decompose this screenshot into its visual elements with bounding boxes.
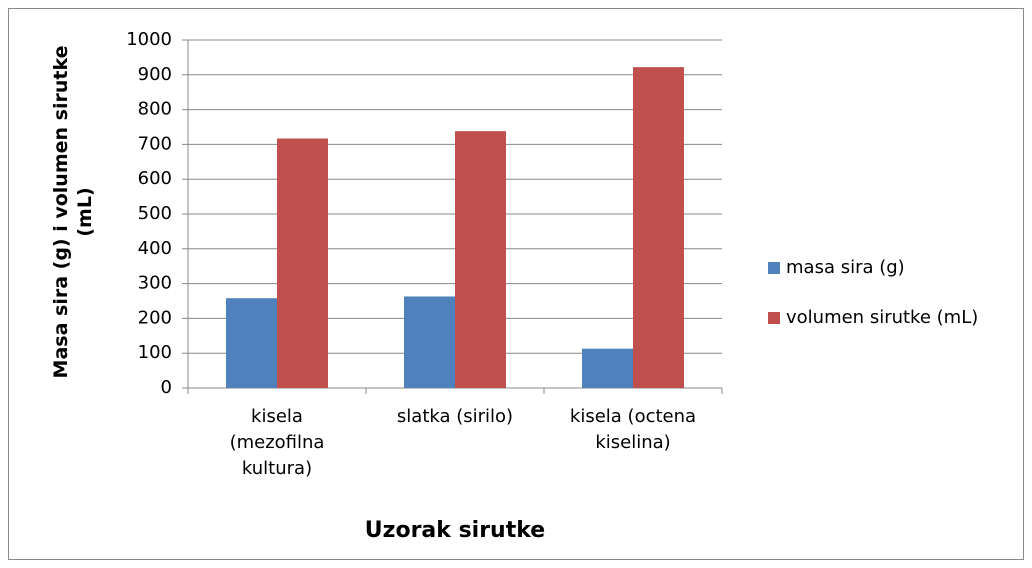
y-tick-label: 0 [161,377,172,398]
x-tick-label-box: kisela (mezofilna kultura) [229,406,325,479]
y-tick-label: 600 [138,168,172,189]
x-axis-title: Uzorak sirutke [365,518,545,543]
x-tick-label-box: slatka (sirilo) [396,406,514,427]
y-tick-label: 800 [138,99,172,120]
y-tick-label: 400 [138,238,172,259]
y-tick-label: 700 [138,133,172,154]
y-tick-label: 300 [138,273,172,294]
legend-swatch [768,262,780,274]
x-tick-label: slatka (sirilo) [396,406,514,427]
legend-label: volumen sirutke (mL) [786,307,978,328]
y-tick-label: 200 [138,307,172,328]
bar [633,67,684,389]
legend-swatch [768,312,780,324]
y-tick-label: 900 [138,64,172,85]
bar [277,138,328,388]
bar [226,298,277,388]
x-tick-label-box: kisela (octena kiselina) [569,406,697,453]
y-tick-label: 1000 [126,29,172,50]
y-axis-title: Masa sira (g) i volumen sirutke (mL) [50,45,96,379]
bar [582,348,633,388]
bar [455,131,506,388]
y-tick-label: 100 [138,342,172,363]
x-tick-label: kisela (octena kiselina) [569,406,697,453]
bar [404,296,455,388]
x-tick-label: kisela (mezofilna kultura) [229,406,325,479]
legend-label: masa sira (g) [786,257,905,278]
y-tick-label: 500 [138,203,172,224]
